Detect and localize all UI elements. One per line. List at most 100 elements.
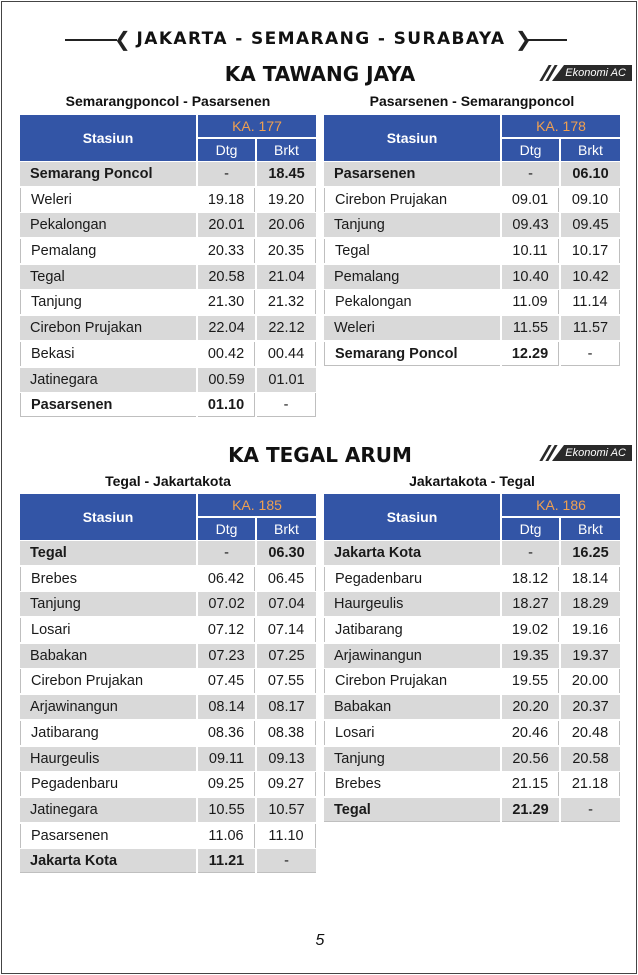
station-name: Tegal <box>20 264 196 289</box>
train-title: KA TAWANG JAYA <box>224 62 416 86</box>
arrival-time: 11.06 <box>198 823 255 848</box>
arrival-time: 07.02 <box>198 592 255 617</box>
departure-time: 09.27 <box>257 772 316 797</box>
departure-time: 08.17 <box>257 695 316 720</box>
table-row: Jatinegara 10.55 10.57 <box>20 797 316 823</box>
table-row: Babakan 20.20 20.37 <box>324 694 620 720</box>
departure-time: 22.12 <box>257 316 316 341</box>
schedule-table: Stasiun KA. 185 Dtg Brkt Tegal -06.30 Brebes 06… <box>20 494 316 874</box>
departure-time: 10.17 <box>561 239 620 264</box>
arrival-time: 12.29 <box>502 341 559 366</box>
route-subtitle: Pasarsenen - Semarangponcol <box>369 93 575 109</box>
col-header-train-number: KA. 185 <box>198 494 316 516</box>
arrival-time: - <box>198 541 255 565</box>
arrival-time: 19.02 <box>502 618 559 643</box>
station-name: Tanjung <box>20 592 196 617</box>
table-row: Semarang Poncol -18.45 <box>20 161 316 187</box>
table-row: Weleri 19.18 19.20 <box>20 187 316 213</box>
table-row: Jakarta Kota 11.21- <box>20 848 316 874</box>
departure-time: 19.20 <box>257 187 316 212</box>
class-badge: Ekonomi AC <box>552 445 632 461</box>
table-row: Cirebon Prujakan 19.55 20.00 <box>324 668 620 694</box>
arrival-time: 10.40 <box>502 264 559 289</box>
table-header: Stasiun KA. 185 Dtg Brkt <box>20 494 316 540</box>
station-name: Arjawinangun <box>20 695 196 720</box>
departure-time: 19.16 <box>561 618 620 643</box>
route-subtitle: Jakartakota - Tegal <box>409 473 535 489</box>
arrival-time: 21.30 <box>198 290 255 315</box>
departure-time: 06.10 <box>561 162 620 186</box>
station-name: Tegal <box>20 541 196 565</box>
departure-time: 09.10 <box>561 187 620 212</box>
table-row: Haurgeulis 18.27 18.29 <box>324 591 620 617</box>
table-row: Babakan 07.23 07.25 <box>20 643 316 669</box>
arrival-time: - <box>502 162 559 186</box>
table-row: Semarang Poncol 12.29- <box>324 341 620 367</box>
train-number: 185 <box>258 497 282 513</box>
arrival-time: 11.21 <box>198 849 255 874</box>
arrival-time: 09.43 <box>502 213 559 238</box>
arrival-time: 19.55 <box>502 669 559 694</box>
route-subtitle: Tegal - Jakartakota <box>105 473 231 489</box>
station-name: Jatinegara <box>20 367 196 392</box>
col-header-station: Stasiun <box>324 115 500 161</box>
departure-time: 01.01 <box>257 367 316 392</box>
page-number: 5 <box>315 932 325 949</box>
departure-time: 21.18 <box>561 772 620 797</box>
table-row: Pegadenbaru 09.25 09.27 <box>20 771 316 797</box>
station-name: Pasarsenen <box>20 823 196 848</box>
table-row: Pekalongan 20.01 20.06 <box>20 212 316 238</box>
chevron-right-icon: ❯ <box>515 27 532 51</box>
arrival-time: 22.04 <box>198 316 255 341</box>
train-number-prefix: KA. <box>536 497 559 513</box>
table-row: Losari 20.46 20.48 <box>324 720 620 746</box>
station-name: Pemalang <box>324 264 500 289</box>
departure-time: 10.57 <box>257 797 316 822</box>
schedule-table: Stasiun KA. 186 Dtg Brkt Jakarta Kota -16.25 P… <box>324 494 620 823</box>
station-name: Semarang Poncol <box>20 162 196 186</box>
col-header-train-number: KA. 186 <box>502 494 620 516</box>
station-name: Losari <box>324 720 500 745</box>
departure-time: 18.45 <box>257 162 316 186</box>
table-row: Cirebon Prujakan 09.01 09.10 <box>324 187 620 213</box>
station-name: Arjawinangun <box>324 643 500 668</box>
table-row: Pemalang 20.33 20.35 <box>20 238 316 264</box>
arrival-time: 09.11 <box>198 746 255 771</box>
table-row: Jatinegara 00.59 01.01 <box>20 367 316 393</box>
col-header-arrival: Dtg <box>198 139 255 161</box>
station-name: Weleri <box>324 316 500 341</box>
arrival-time: 00.59 <box>198 367 255 392</box>
col-header-departure: Brkt <box>561 518 620 540</box>
station-name: Brebes <box>20 566 196 591</box>
route-header: ❮ JAKARTA - SEMARANG - SURABAYA ❯ <box>2 26 638 52</box>
table-row: Brebes 06.42 06.45 <box>20 566 316 592</box>
station-name: Cirebon Prujakan <box>20 316 196 341</box>
station-name: Tanjung <box>20 290 196 315</box>
departure-time: 10.42 <box>561 264 620 289</box>
table-row: Weleri 11.55 11.57 <box>324 315 620 341</box>
departure-time: 20.00 <box>561 669 620 694</box>
departure-time: 08.38 <box>257 720 316 745</box>
station-name: Pasarsenen <box>20 393 196 418</box>
train-number: 177 <box>258 118 282 134</box>
table-row: Tegal 21.29- <box>324 797 620 823</box>
table-header: Stasiun KA. 177 Dtg Brkt <box>20 115 316 161</box>
table-row: Pasarsenen -06.10 <box>324 161 620 187</box>
station-name: Brebes <box>324 772 500 797</box>
departure-time: 00.44 <box>257 341 316 366</box>
station-name: Jatinegara <box>20 797 196 822</box>
arrival-time: 19.35 <box>502 643 559 668</box>
table-row: Pasarsenen 11.06 11.10 <box>20 823 316 849</box>
chevron-left-icon: ❮ <box>114 27 131 51</box>
arrival-time: 10.55 <box>198 797 255 822</box>
table-header: Stasiun KA. 186 Dtg Brkt <box>324 494 620 540</box>
station-name: Cirebon Prujakan <box>20 669 196 694</box>
departure-time: 20.35 <box>257 239 316 264</box>
departure-time: 19.37 <box>561 643 620 668</box>
arrival-time: 20.58 <box>198 264 255 289</box>
station-name: Babakan <box>20 643 196 668</box>
station-name: Tanjung <box>324 746 500 771</box>
arrival-time: 09.25 <box>198 772 255 797</box>
departure-time: 07.14 <box>257 618 316 643</box>
